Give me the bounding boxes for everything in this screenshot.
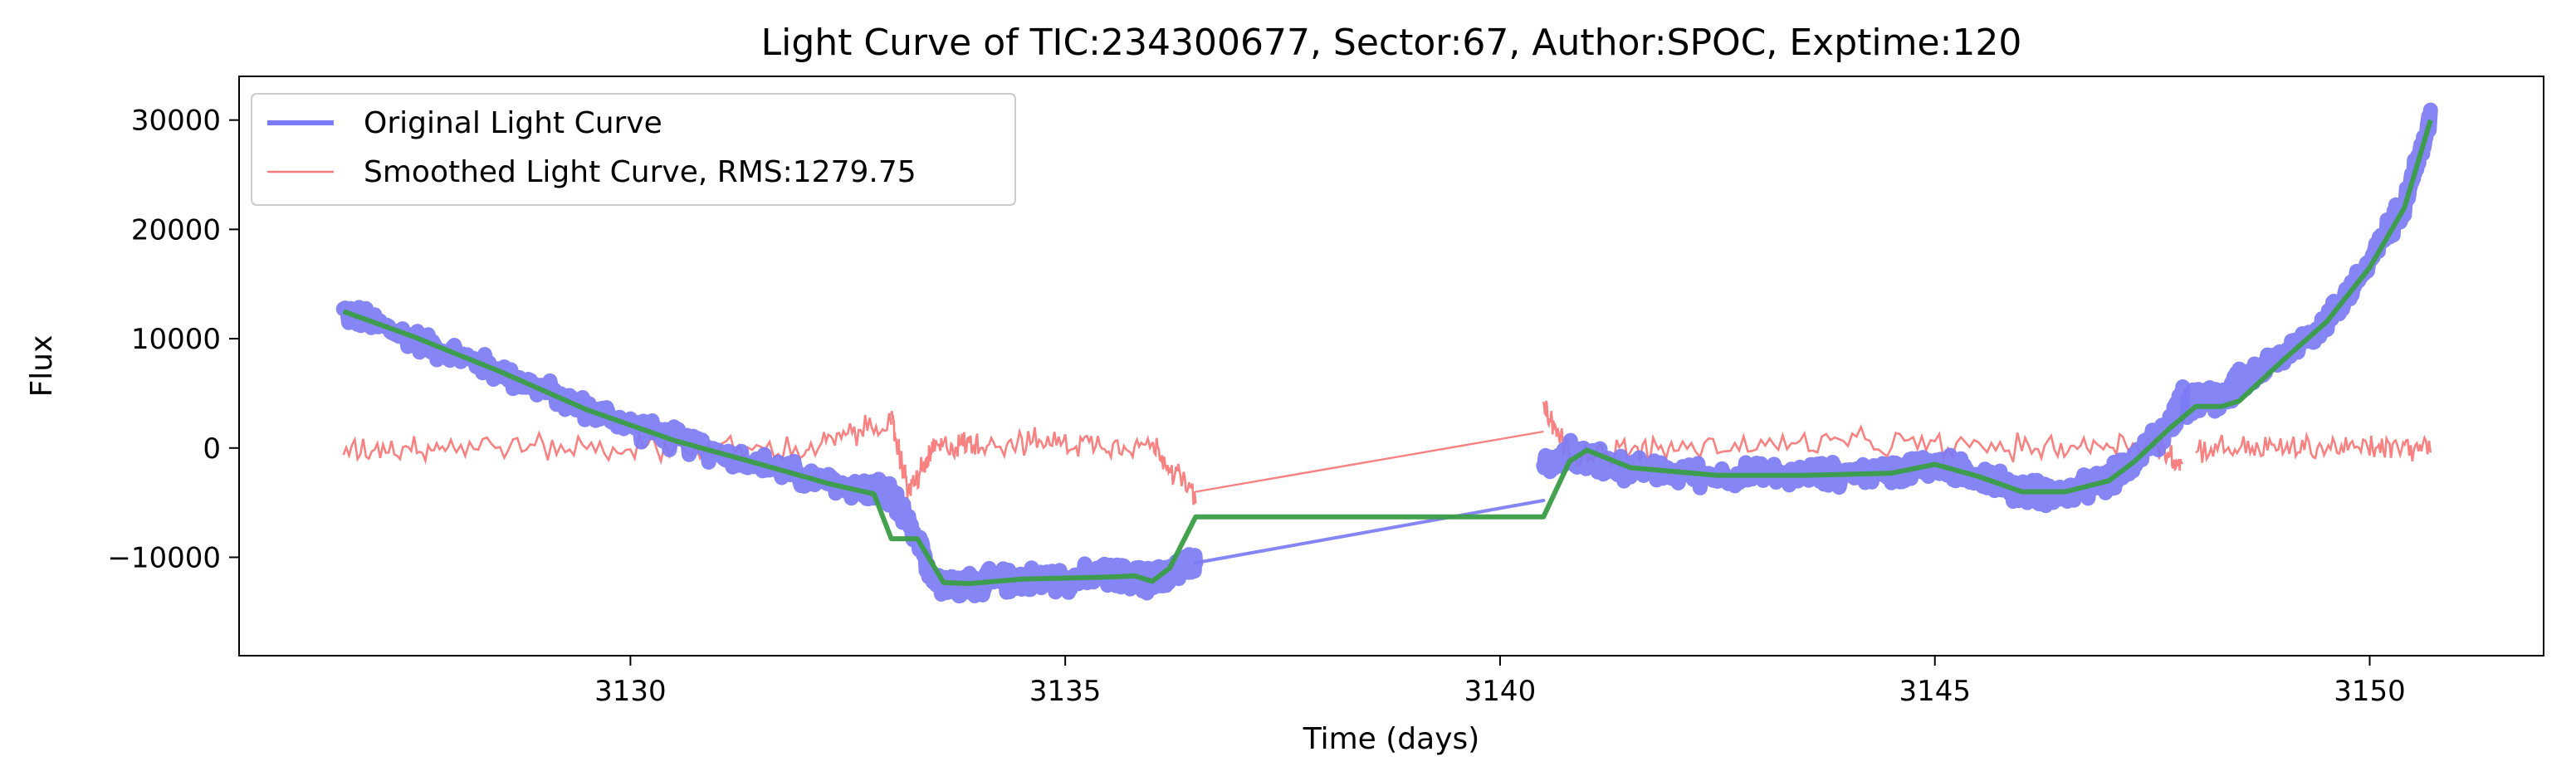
legend-box: [251, 93, 1016, 206]
y-tick-label: 20000: [131, 213, 221, 247]
chart-title: Light Curve of TIC:234300677, Sector:67,…: [761, 22, 2022, 64]
series-line-segment: [1195, 430, 1544, 493]
axis-ticks: 3130 3135 3140 3145 3150 −10000 0 10000 20000 300…: [107, 105, 2405, 708]
series-trend: [342, 119, 2433, 587]
x-tick-label: 3140: [1464, 675, 1537, 708]
x-tick-label: 3135: [1029, 675, 1102, 708]
x-tick-label: 3145: [1899, 675, 1971, 708]
y-tick-label: −10000: [107, 541, 221, 574]
y-tick-label: 30000: [131, 105, 221, 138]
y-axis-label: Flux: [25, 335, 59, 398]
series-smoothed: [342, 400, 2432, 505]
series-line-segment: [2179, 102, 2438, 425]
legend-label-original: Original Light Curve: [364, 106, 662, 140]
legend-label-smoothed: Smoothed Light Curve, RMS:1279.75: [364, 155, 917, 189]
y-tick-label: 10000: [131, 323, 221, 356]
x-tick-label: 3130: [594, 675, 667, 708]
series-line-segment: [342, 412, 892, 466]
x-axis-label: Time (days): [1303, 722, 1480, 756]
plot-frame: [238, 76, 2544, 657]
series-line-segment: [342, 119, 2433, 587]
series-line-segment: [2195, 431, 2432, 463]
legend: Original Light Curve Smoothed Light Curv…: [251, 93, 1016, 206]
x-tick-label: 3150: [2334, 675, 2406, 708]
series-line-segment: [1194, 499, 1546, 565]
plot-area: [335, 102, 2438, 603]
y-tick-label: 0: [203, 432, 221, 466]
series-line-segment: [890, 410, 1197, 505]
